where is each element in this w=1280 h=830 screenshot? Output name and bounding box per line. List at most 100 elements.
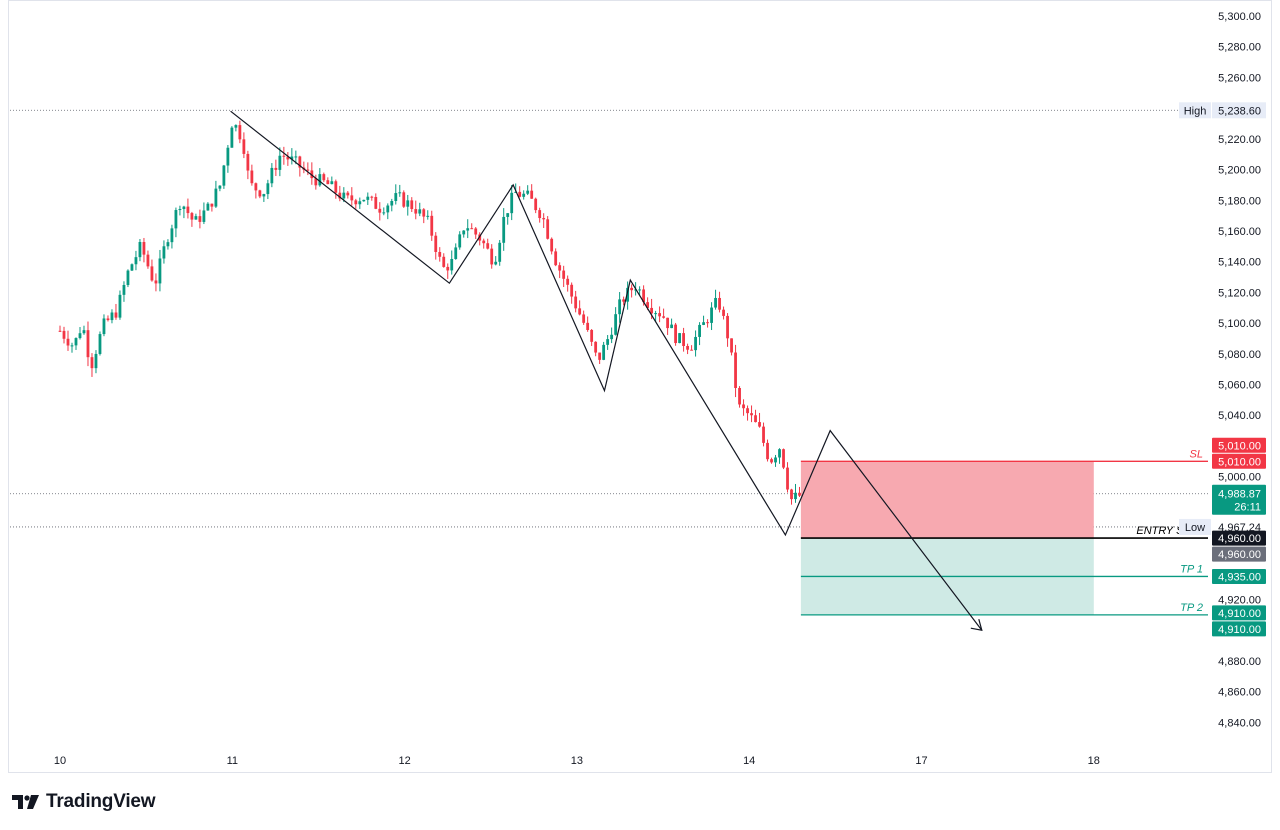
candle-body [414,209,418,214]
y-axis-tick-label: 5,140.00 [1218,257,1261,269]
candle-body [574,296,578,309]
y-axis-tick-label: 5,060.00 [1218,380,1261,392]
chart-frame[interactable] [8,0,1272,773]
y-axis-tick-label: 5,040.00 [1218,410,1261,422]
candle-body [278,155,282,170]
x-axis-tick-label: 13 [571,755,583,767]
candle-body [282,155,286,157]
candle-body [542,218,546,220]
level-price-label-tp1: 4,935.00 [1218,571,1261,583]
candle-body [262,194,266,197]
candle-body [618,299,622,315]
candle-body [78,333,82,339]
entry-extra-price-label: 4,960.00 [1218,549,1261,561]
candle-body [510,192,514,214]
level-price-label-sl-bg [1212,453,1266,469]
candle-body [406,200,410,207]
candle-body [450,258,454,271]
candle-body [514,191,518,193]
candle-body [150,266,154,281]
sl-extra-price-label: 5,010.00 [1218,440,1261,452]
candle-body [306,169,310,171]
candle-body [778,449,781,458]
candle-body [642,289,646,303]
level-price-label-tp2: 4,910.00 [1218,624,1261,636]
candle-body [250,170,254,184]
candle-body [238,125,242,140]
arrow-head-icon [970,619,983,631]
candle-body [518,191,522,197]
level-price-label-sl: 5,010.00 [1218,456,1261,468]
candle-body [614,314,618,335]
candle-body [606,339,610,345]
candle-body [222,165,226,186]
candle-body [378,208,382,213]
candle-body [478,234,482,241]
candle-body [390,200,394,206]
candle-body [754,415,757,423]
candle-body [590,329,594,342]
candle-body [190,213,194,220]
candle-body [442,256,446,267]
candle-body [98,334,102,354]
candle-body [794,492,797,500]
candle-body [90,357,94,369]
candle-body [294,156,298,158]
candle-body [474,228,478,235]
candle-body [494,261,498,265]
x-axis-tick-label: 14 [743,755,755,767]
candle-body [702,322,705,325]
candle-body [734,352,737,389]
candle-body [534,198,538,211]
candle-body [74,338,78,346]
level-price-label-entry-bg [1212,530,1266,546]
candle-body [554,251,558,266]
candle-body [286,156,290,160]
candle-body [134,257,138,265]
candle-body [722,309,725,316]
sl-extra-price-label-bg [1212,437,1266,453]
candle-body [210,203,214,207]
candle-body [586,322,590,330]
candle-body [638,289,642,291]
candle-body [366,196,370,200]
candle-body [694,336,697,351]
candle-body [186,206,190,214]
low-tag-label: Low [1185,522,1205,534]
candle-body [234,125,238,128]
candle-body [122,284,126,295]
high-tag-label: High [1184,105,1207,117]
candle-body [402,192,406,207]
candle-body [130,264,134,271]
last-price-label: 4,988.87 [1218,489,1261,501]
candle-body [790,489,793,500]
y-axis-tick-label: 4,880.00 [1218,656,1261,668]
brand-name: TradingView [46,791,156,812]
candle-body [578,308,582,315]
candle-body [290,156,294,160]
candle-body [462,230,466,235]
candle-body [110,312,114,321]
tradingview-logo-icon [12,795,39,809]
stop-loss-zone [800,461,1094,539]
candle-body [230,127,234,148]
candle-body [166,242,170,247]
candle-body [70,345,74,347]
candle-body [610,334,614,340]
candle-body [86,330,90,358]
candle-body [426,215,430,217]
candle-body [178,208,182,211]
candle-body [354,200,358,205]
candle-body [678,333,681,344]
candle-body [538,210,542,219]
candle-body [382,212,386,214]
candle-body [318,174,322,186]
level-name-sl: SL [1190,448,1203,460]
level-price-label-tp1-bg [1212,568,1266,584]
candle-body [682,333,685,346]
candle-body [274,167,278,170]
candle-body [82,330,86,334]
candle-body [126,270,130,285]
candle-body [558,265,562,271]
